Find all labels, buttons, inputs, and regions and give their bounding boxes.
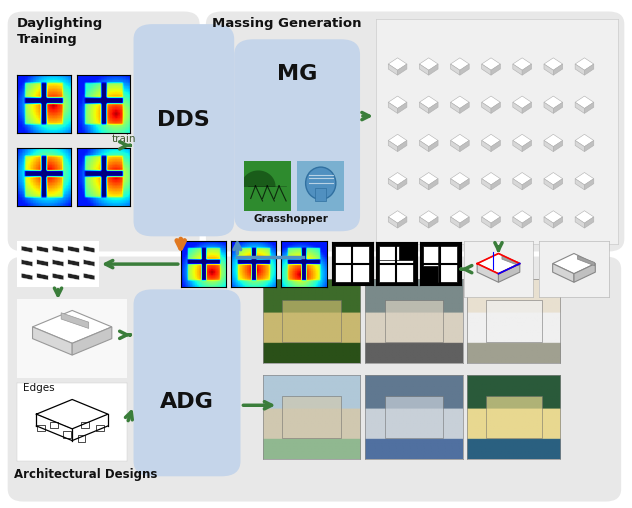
FancyBboxPatch shape [8, 12, 200, 251]
Text: train: train [111, 134, 136, 144]
FancyBboxPatch shape [8, 257, 621, 501]
FancyBboxPatch shape [133, 24, 234, 236]
Text: ADG: ADG [160, 392, 214, 411]
Text: Edges: Edges [23, 383, 55, 393]
Text: MG: MG [277, 64, 317, 84]
FancyBboxPatch shape [234, 39, 360, 231]
FancyBboxPatch shape [206, 12, 624, 251]
Text: Massing Generation: Massing Generation [212, 17, 362, 29]
Text: Architectural Designs: Architectural Designs [14, 468, 157, 482]
Text: Grasshopper: Grasshopper [253, 214, 328, 224]
Text: DDS: DDS [157, 110, 210, 130]
Text: Daylighting
Training: Daylighting Training [17, 17, 104, 46]
FancyBboxPatch shape [133, 290, 241, 477]
